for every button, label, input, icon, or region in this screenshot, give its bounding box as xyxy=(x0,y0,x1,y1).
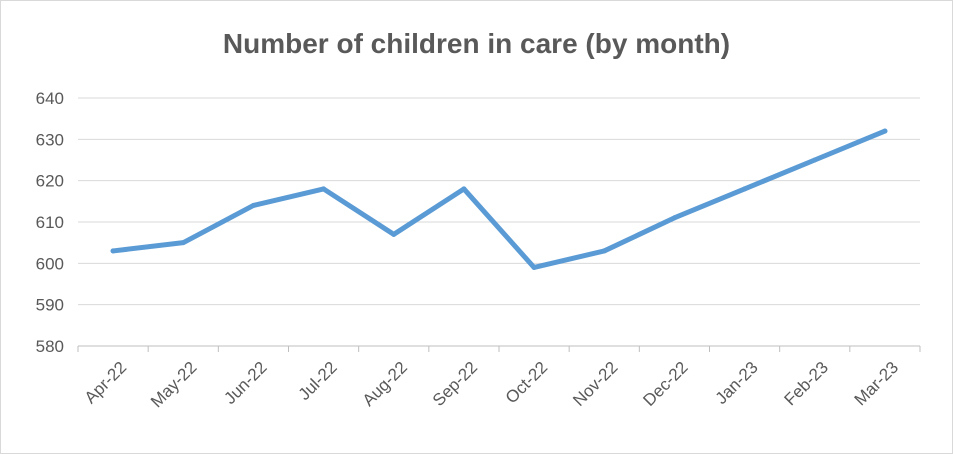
x-tick-label: Nov-22 xyxy=(569,358,621,410)
x-tick-label: Sep-22 xyxy=(429,358,481,410)
x-tick-label: Feb-23 xyxy=(780,358,832,410)
series-line xyxy=(110,128,888,270)
y-tick-label: 640 xyxy=(36,89,64,108)
data-point xyxy=(391,231,397,237)
y-tick-label: 620 xyxy=(36,172,64,191)
data-point xyxy=(250,202,256,208)
x-tick-label: Dec-22 xyxy=(639,358,691,410)
y-tick-label: 630 xyxy=(36,130,64,149)
data-point xyxy=(812,157,818,163)
x-tick-label: May-22 xyxy=(147,358,201,412)
gridlines xyxy=(78,97,920,306)
data-point xyxy=(601,248,607,254)
data-point xyxy=(321,186,327,192)
x-tick-label: Jun-22 xyxy=(220,358,270,408)
chart-title: Number of children in care (by month) xyxy=(222,28,731,59)
data-point xyxy=(882,128,888,134)
y-tick-label: 610 xyxy=(36,213,64,232)
data-point xyxy=(461,186,467,192)
data-point xyxy=(180,240,186,246)
data-point xyxy=(742,186,748,192)
x-tick-label: Aug-22 xyxy=(359,358,411,410)
x-axis-ticks: Apr-22 May-22 Jun-22 Jul-22 Aug-22 Sep-22 Oct-… xyxy=(81,358,902,412)
data-point xyxy=(531,264,537,270)
y-tick-label: 600 xyxy=(36,254,64,273)
x-tick-label: Jan-23 xyxy=(712,358,762,408)
x-tick-label: Apr-22 xyxy=(81,358,131,408)
x-tick-label: Mar-23 xyxy=(851,358,903,410)
x-axis xyxy=(77,345,921,352)
x-tick-label: Oct-22 xyxy=(502,358,552,408)
data-point xyxy=(110,248,116,254)
x-tick-label: Jul-22 xyxy=(295,358,341,404)
data-point xyxy=(671,215,677,221)
y-axis-ticks: 580 590 600 610 620 630 640 xyxy=(36,89,64,356)
series-group xyxy=(110,128,888,270)
y-tick-label: 590 xyxy=(36,296,64,315)
y-tick-label: 580 xyxy=(36,337,64,356)
